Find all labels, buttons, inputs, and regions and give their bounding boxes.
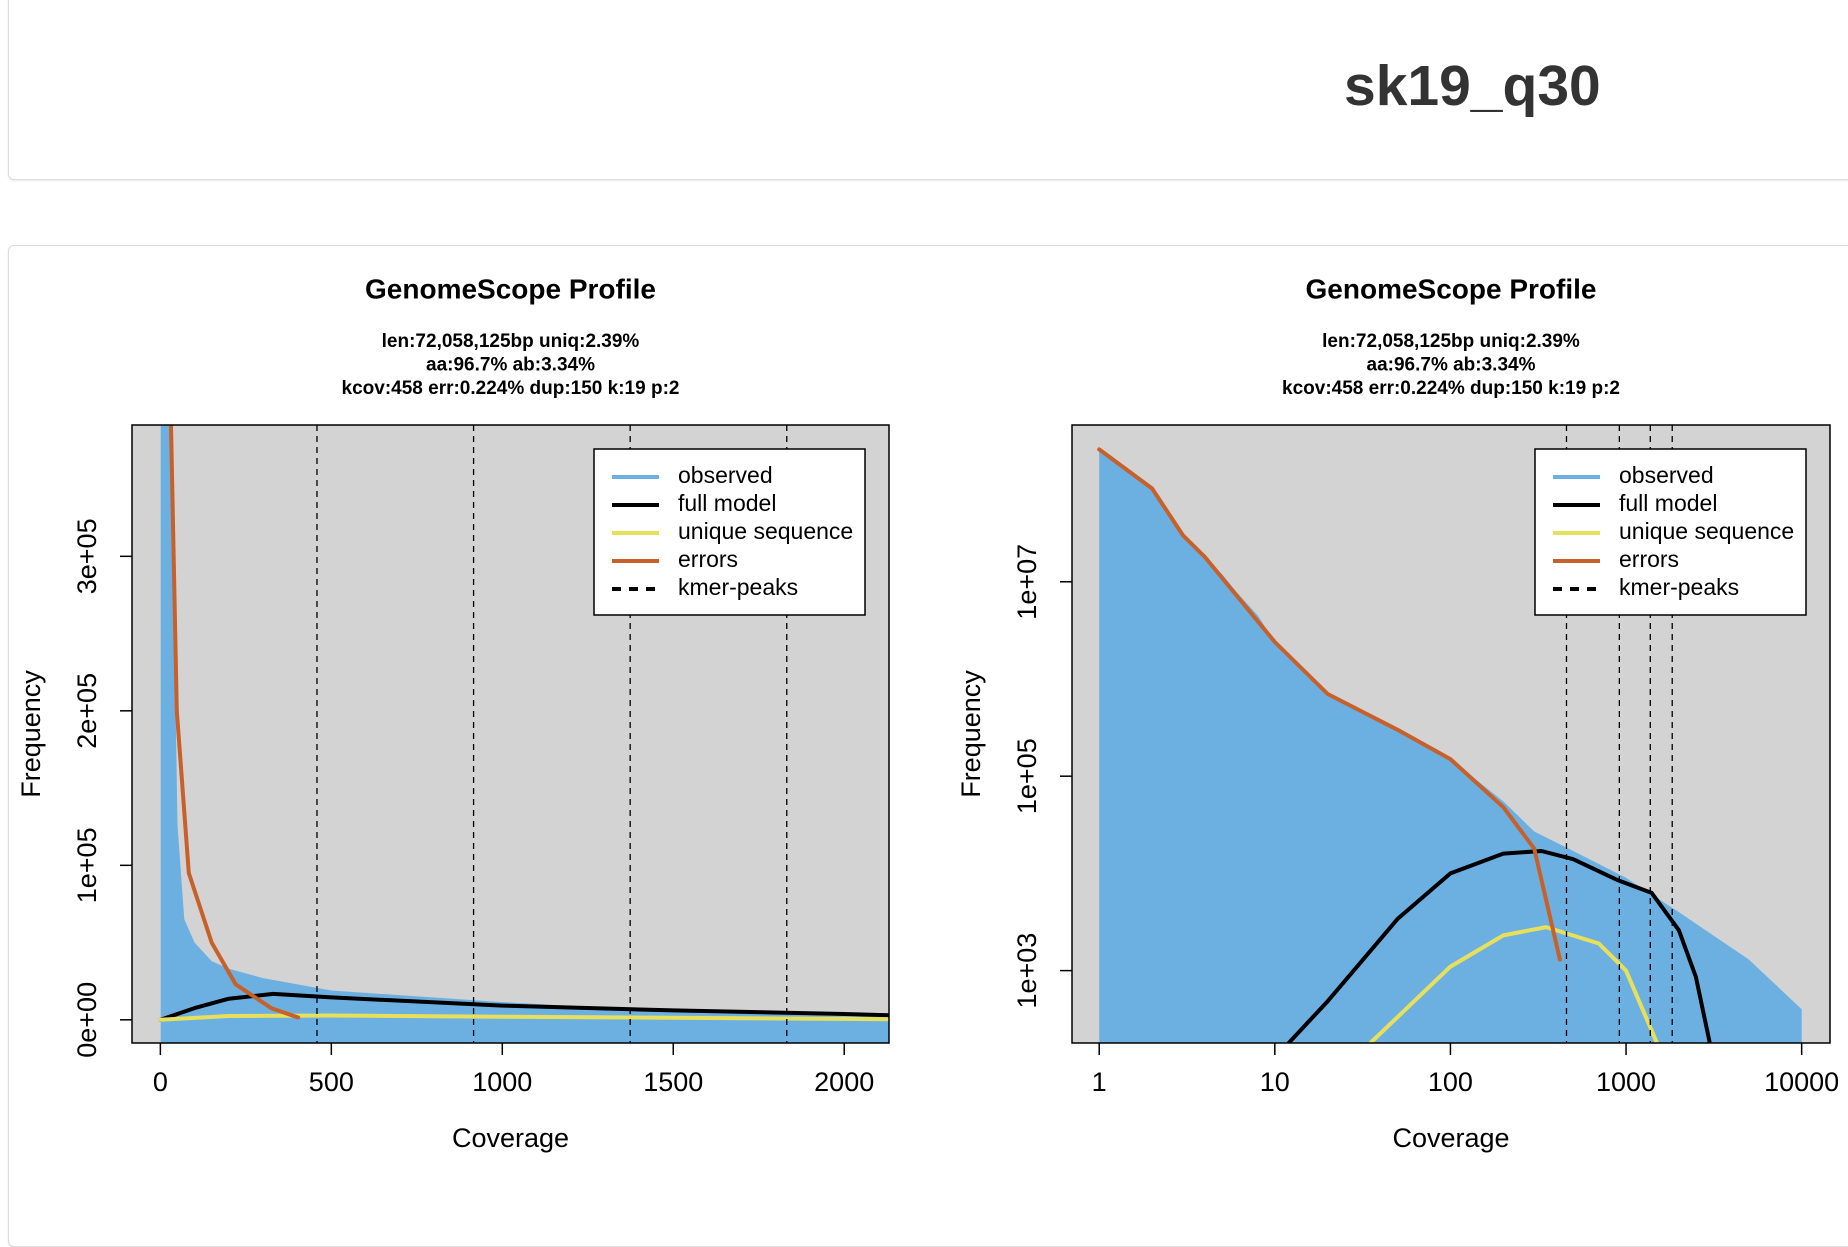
- x-axis-label: Coverage: [452, 1123, 569, 1153]
- legend-label: errors: [1619, 546, 1679, 572]
- y-axis-label: Frequency: [956, 670, 986, 798]
- charts: GenomeScope Profile len:72,058,125bp uniq…: [16, 273, 1839, 1153]
- x-tick-label: 10: [1260, 1067, 1290, 1097]
- model-curve: [168, 425, 301, 1020]
- chart-subtitle: aa:96.7% ab:3.34%: [1367, 355, 1536, 376]
- legend-label: errors: [678, 546, 738, 572]
- x-tick-label: 1500: [643, 1067, 703, 1097]
- chart-subtitle: len:72,058,125bp uniq:2.39%: [382, 331, 640, 352]
- legend-label: full model: [1619, 490, 1717, 516]
- page-title: sk19_q30: [1344, 54, 1601, 118]
- y-axis-label: Frequency: [16, 670, 46, 798]
- legend-label: kmer-peaks: [678, 574, 798, 600]
- model-curve: [158, 1013, 889, 1022]
- chart-subtitle: kcov:458 err:0.224% dup:150 k:19 p:2: [1282, 378, 1620, 399]
- x-tick-label: 2000: [814, 1067, 874, 1097]
- chart-title: GenomeScope Profile: [1306, 273, 1597, 304]
- model-curve: [1097, 447, 1562, 962]
- header-card: sk19_q30: [8, 0, 1848, 180]
- legend-label: full model: [678, 490, 776, 516]
- x-tick-label: 500: [309, 1067, 354, 1097]
- chart-title: GenomeScope Profile: [365, 273, 656, 304]
- legend-label: observed: [678, 462, 773, 488]
- chart-subtitle: kcov:458 err:0.224% dup:150 k:19 p:2: [342, 378, 680, 399]
- legend-label: unique sequence: [678, 518, 853, 544]
- chart-subtitle: len:72,058,125bp uniq:2.39%: [1322, 331, 1580, 352]
- legend-label: observed: [1619, 462, 1714, 488]
- chart-subtitle: aa:96.7% ab:3.34%: [426, 355, 595, 376]
- plot-frame: [131, 424, 890, 1044]
- y-tick-label: 1e+07: [1012, 544, 1042, 620]
- x-tick-label: 100: [1428, 1067, 1473, 1097]
- page: sk19_q30 GenomeScope Profile len:72,058,1…: [8, 0, 1848, 1247]
- model-curve: [1368, 925, 1659, 1043]
- y-tick-label: 1e+05: [72, 827, 102, 903]
- x-tick-label: 1000: [472, 1067, 532, 1097]
- y-tick-label: 1e+03: [1012, 933, 1042, 1009]
- y-tick-label: 1e+05: [1012, 738, 1042, 814]
- x-axis-label: Coverage: [1392, 1123, 1509, 1153]
- x-tick-label: 1: [1092, 1067, 1107, 1097]
- observed-area: [1099, 449, 1802, 1043]
- x-tick-label: 0: [153, 1067, 168, 1097]
- y-tick-label: 3e+05: [72, 518, 102, 594]
- x-tick-label: 10000: [1764, 1067, 1839, 1097]
- y-tick-label: 2e+05: [72, 673, 102, 749]
- legend-label: kmer-peaks: [1619, 574, 1739, 600]
- x-tick-label: 1000: [1596, 1067, 1656, 1097]
- model-curve: [1286, 849, 1712, 1043]
- legend-label: unique sequence: [1619, 518, 1794, 544]
- y-tick-label: 0e+00: [72, 982, 102, 1058]
